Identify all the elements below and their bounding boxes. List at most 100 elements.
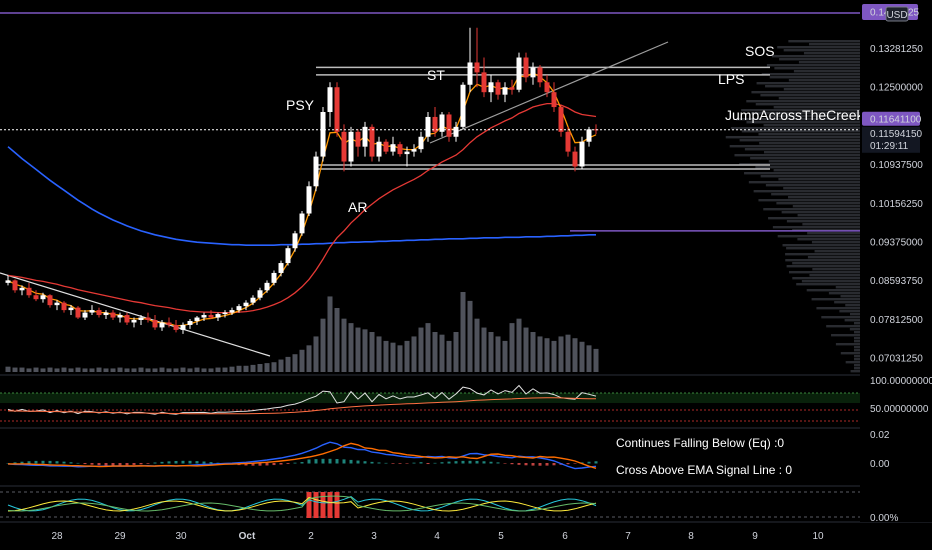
rsi-label-100: 100.00000000 [870,376,932,387]
candle-body [271,272,277,283]
volume-profile-bar [812,268,860,271]
candle-body [390,144,396,152]
volume-profile-bar [761,73,860,76]
volume-bar [306,345,312,372]
volume-bar [320,318,326,372]
current-price-badge [862,111,920,126]
currency-badge[interactable] [885,6,909,22]
volume-profile-bar [758,199,860,202]
time-tick-label: 10 [812,531,824,542]
volume-profile-bar [854,367,860,370]
volume-bar [159,367,165,372]
candle-body [5,280,11,283]
price-tick-label: 0.10937500 [870,160,923,171]
volume-profile-bar [786,220,860,223]
macd-hist-bar [594,461,598,464]
candle-body [299,213,305,234]
volume-bar [110,368,116,372]
volume-bar [145,368,151,372]
candle-body [131,320,137,323]
volume-bar [579,341,585,372]
volume-profile-bar [788,40,860,43]
volume-bar [180,367,186,372]
volume-bar [481,327,487,372]
volume-profile-bar [778,97,860,100]
candle-body [516,57,522,90]
candle-body [236,306,242,311]
candle-body [446,114,452,137]
candle-body [397,144,403,155]
volume-profile-bar [786,247,860,250]
candle-body [96,310,102,316]
candle-body [173,324,179,330]
volume-profile-bar [763,151,860,154]
macd-hist-bar [209,462,213,464]
macd-hist-bar [41,460,45,464]
price-tick-label: 0.12500000 [870,83,923,94]
volume-profile-bar [797,214,860,217]
candle-body [208,315,214,318]
time-tick-label: Oct [239,531,256,542]
candle-body [47,295,53,306]
macd-hist-bar [349,459,353,464]
candle-body [432,116,438,132]
macd-hist-bar [517,463,521,465]
volume-bar [222,367,228,372]
volume-profile-bar [760,94,860,97]
volume-profile-bar [744,172,860,175]
volume-profile-bar [807,256,860,259]
volume-profile-bar [755,103,860,106]
candle-body [341,131,347,162]
volume-profile-bar [849,313,860,316]
volume-bar [96,367,102,372]
volume-bar [264,363,270,372]
volume-profile-bar [803,52,860,55]
volume-profile-bar [776,202,860,205]
p3-red-bar [306,492,312,518]
volume-bar [467,300,473,372]
candle-body [488,82,494,93]
candle-body [152,320,158,328]
volume-bar [362,329,368,372]
candle-body [285,248,291,264]
volume-profile-bar [744,148,860,151]
candle-body [509,87,515,90]
volume-profile-bar [793,70,860,73]
volume-bar [369,332,375,372]
volume-profile-bar [816,307,860,310]
candle-body [26,287,32,296]
price-tick-label: 0.08593750 [870,276,923,287]
macd-hist-bar [111,463,115,466]
volume-profile-bar [778,178,860,181]
volume-profile-bar [751,91,860,94]
candle-body [82,312,88,318]
candle-body [306,186,312,214]
macd-hist-bar [587,461,591,464]
volume-profile-bar [854,337,860,340]
macd-hist-bar [342,459,346,464]
macd-hist-bar [335,459,339,464]
volume-bar [334,308,340,372]
macd-hist-bar [503,463,507,464]
countdown-label: 01:29:11 [870,141,909,152]
macd-hist-bar [146,463,150,464]
trendline-down [0,272,271,357]
candle-body [68,307,74,311]
volume-profile-bar [782,244,860,247]
macd-hist-bar [286,463,290,464]
p3-line-b [7,497,597,512]
volume-profile-bar [788,196,860,199]
top-level-label: 0.14 [870,8,890,19]
macd-hist-bar [139,463,143,465]
volume-bar [572,338,578,372]
candle-body [166,322,172,325]
ma-long-line [7,146,596,246]
macd-hist-bar [244,463,248,466]
volume-profile-bar [828,292,860,295]
volume-bar [446,340,452,372]
volume-profile-bar [768,160,860,163]
volume-bar [509,323,515,372]
volume-bar [33,367,39,372]
